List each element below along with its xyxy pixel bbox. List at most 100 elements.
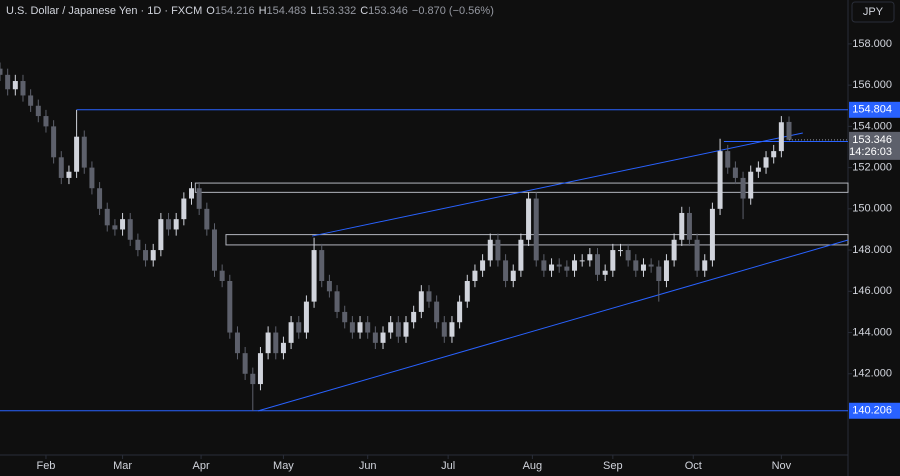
candle-body: [564, 266, 570, 271]
candle-body: [510, 270, 516, 281]
candle-body: [0, 68, 3, 75]
candle-body: [74, 136, 80, 172]
header: U.S. Dollar / Japanese Yen · 1D · FXCM O 1…: [6, 5, 494, 17]
candle-body: [556, 264, 562, 267]
y-tick-label: 142.000: [852, 368, 892, 380]
candle-body: [449, 322, 455, 337]
candle-body: [671, 239, 677, 261]
candle-body: [127, 219, 133, 240]
level-label: 154.804: [852, 104, 892, 116]
trendline: [312, 132, 803, 237]
x-tick-label: Mar: [113, 460, 132, 472]
candle-body: [234, 332, 240, 354]
candle-body: [579, 260, 585, 262]
level-tag: [849, 402, 900, 419]
currency-label[interactable]: JPY: [863, 6, 884, 18]
x-tick-label: Nov: [772, 460, 792, 472]
y-tick-label: 150.000: [852, 203, 892, 215]
x-tick-label: Sep: [603, 460, 623, 472]
x-tick-label: Oct: [685, 460, 702, 472]
last-price-label: 153.346: [852, 134, 892, 146]
candle-body: [771, 151, 777, 158]
candle-body: [211, 229, 217, 271]
candle-body: [755, 167, 761, 172]
ohlc-key: H: [259, 5, 267, 17]
level-label: 140.206: [852, 405, 892, 417]
candle-body: [319, 250, 325, 281]
candle-body: [349, 322, 355, 333]
candle-body: [709, 208, 715, 261]
y-tick-label: 144.000: [852, 326, 892, 338]
candle-body: [135, 239, 141, 251]
ohlc-value: 154.483: [267, 5, 307, 17]
candle-body: [342, 311, 348, 323]
candle-body: [303, 301, 309, 333]
candle-body: [717, 151, 723, 209]
candle-body: [28, 95, 34, 106]
candle-body: [549, 264, 555, 271]
candle-body: [89, 167, 95, 189]
candle-body: [441, 322, 447, 337]
candle-body: [595, 254, 601, 275]
candle-body: [503, 260, 509, 281]
candle-body: [656, 266, 662, 281]
symbol: U.S. Dollar / Japanese Yen · 1D · FXCM: [6, 5, 202, 17]
candle-body: [380, 332, 386, 343]
candle-body: [541, 260, 547, 271]
candle-body: [257, 353, 263, 385]
candle-body: [763, 157, 769, 168]
candle-body: [288, 322, 294, 343]
x-tick-label: Jul: [441, 460, 455, 472]
y-tick-label: 146.000: [852, 285, 892, 297]
candle-body: [250, 373, 256, 385]
candle-body: [58, 157, 64, 178]
candle-body: [120, 219, 126, 230]
y-tick-label: 148.000: [852, 244, 892, 256]
ohlc-value: 154.216: [215, 5, 255, 17]
candle-body: [495, 239, 501, 261]
ohlc-key: O: [206, 5, 215, 17]
currency-button[interactable]: [851, 1, 895, 23]
candle-body: [602, 270, 608, 275]
candle-body: [334, 291, 340, 312]
candle-body: [411, 311, 417, 323]
candle-body: [640, 264, 646, 271]
candle-body: [732, 167, 738, 178]
last-price-tag: [849, 131, 900, 160]
candle-body: [572, 260, 578, 271]
candle-body: [625, 250, 631, 261]
candle-body: [265, 332, 271, 354]
candle-body: [97, 188, 103, 209]
candle-body: [189, 188, 195, 199]
candle-body: [403, 322, 409, 337]
ohlc-key: L: [310, 5, 316, 17]
candle-body: [434, 301, 440, 323]
level-tag: [849, 101, 900, 118]
candle-body: [372, 332, 378, 343]
y-tick-label: 156.000: [852, 79, 892, 91]
x-tick-label: Aug: [523, 460, 543, 472]
x-tick-label: May: [273, 460, 294, 472]
candle-body: [418, 291, 424, 312]
x-tick-label: Feb: [36, 460, 55, 472]
candle-body: [487, 239, 493, 261]
candle-body: [173, 219, 179, 230]
x-tick-label: Apr: [193, 460, 210, 472]
candle-body: [273, 332, 279, 354]
candle-body: [150, 250, 156, 261]
candle-body: [740, 177, 746, 199]
candle-body: [311, 250, 317, 302]
y-tick-label: 154.000: [852, 120, 892, 132]
candle-body: [526, 198, 532, 240]
candle-body: [679, 212, 685, 240]
candle-body: [326, 280, 332, 292]
candle-body: [472, 270, 478, 281]
candle-body: [158, 219, 164, 251]
ohlc-key: C: [360, 5, 368, 17]
plot: [0, 62, 849, 412]
candle-body: [296, 322, 302, 333]
candle-body: [357, 322, 363, 333]
candle-body: [12, 81, 18, 90]
candle-body: [43, 116, 49, 127]
